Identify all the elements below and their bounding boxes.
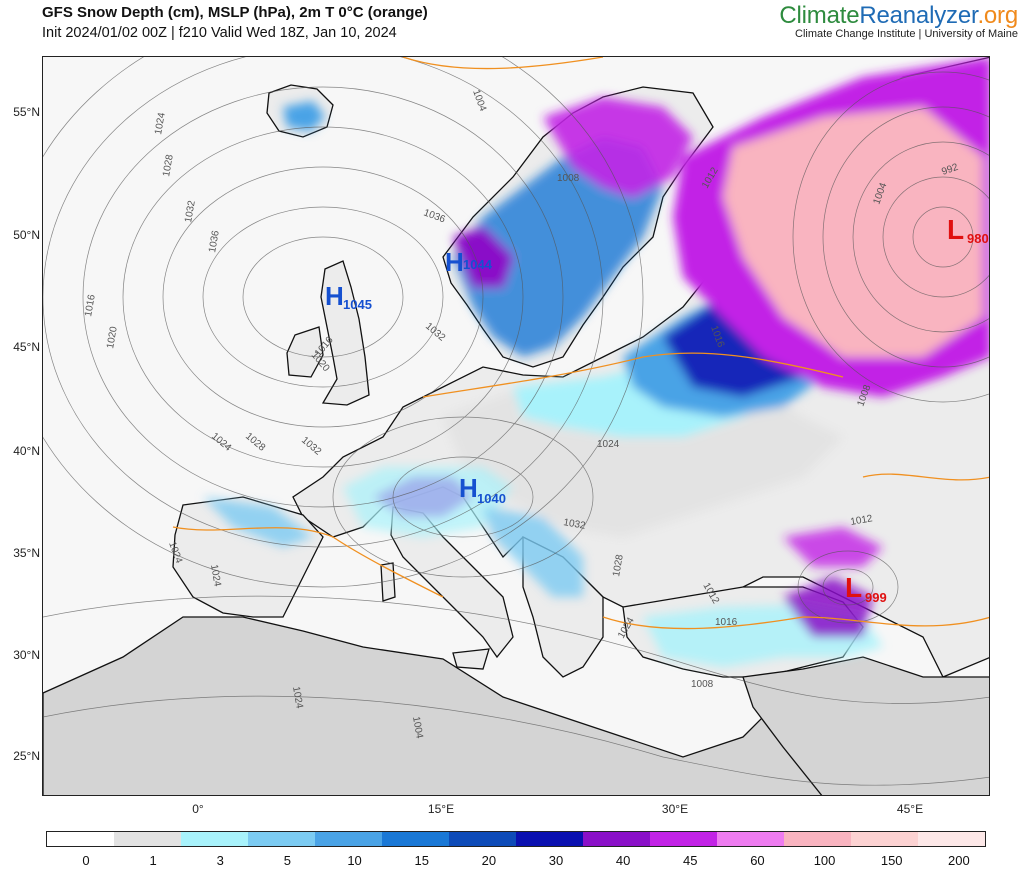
high-value: 1045 — [343, 297, 372, 312]
colorbar-swatch — [449, 832, 516, 846]
isobar-label: 1028 — [611, 553, 626, 577]
lat-label-25: 25°N — [13, 749, 40, 763]
high-letter: H — [325, 281, 344, 311]
isobar-label: 1024 — [597, 439, 620, 450]
lon-label-45e: 45°E — [896, 802, 924, 816]
isobar-label: 1008 — [691, 679, 714, 690]
colorbar-label: 10 — [347, 853, 362, 868]
colorbar-label: 5 — [283, 853, 292, 868]
high-center-scandinavia: H 1044 — [445, 247, 493, 277]
brand-subtitle: Climate Change Institute | University of… — [795, 28, 1018, 40]
colorbar-label: 40 — [615, 853, 631, 868]
brand-part-reanalyzer: Reanalyzer — [859, 2, 978, 29]
high-center-britain: H 1045 — [325, 281, 372, 312]
isobar-label: 1024 — [153, 111, 168, 135]
high-value: 1044 — [463, 257, 493, 272]
isobar-label: 1016 — [83, 293, 98, 317]
low-value: 999 — [865, 590, 887, 605]
high-value: 1040 — [477, 491, 506, 506]
colorbar-label: 45 — [683, 853, 698, 868]
brand-part-climate: Climate — [779, 2, 860, 29]
isobar-label: 1008 — [557, 173, 580, 184]
land-sardinia — [380, 562, 396, 602]
colorbar-swatch — [851, 832, 918, 846]
low-value: 980 — [967, 231, 989, 246]
isobar-layer — [43, 57, 989, 786]
colorbar-swatch — [717, 832, 784, 846]
brand-name: ClimateReanalyzer.org — [779, 2, 1018, 30]
snow-eastern-turkey — [783, 577, 873, 637]
colorbar-swatch — [516, 832, 583, 846]
land-ireland — [286, 326, 324, 378]
isobar-label: 1028 — [161, 153, 176, 177]
colorbar-swatch — [650, 832, 717, 846]
map-panel: 1004 1024 1028 1032 1036 1016 1020 1036 … — [42, 56, 990, 796]
lat-label-50: 50°N — [13, 228, 40, 242]
low-letter: L — [947, 214, 964, 245]
land-italy — [390, 506, 514, 659]
colorbar-label: 0 — [82, 853, 90, 868]
high-center-alps: H 1040 — [459, 473, 506, 506]
high-letter: H — [459, 473, 478, 503]
colorbar-label: 100 — [813, 853, 836, 868]
lon-label-15e: 15°E — [427, 802, 455, 816]
isobar-label: 1020 — [105, 325, 120, 349]
pressure-centers: H 1044 H 1045 H 1040 L 980 L 999 — [325, 214, 989, 605]
colorbar-label: 15 — [414, 853, 429, 868]
low-center-russia: L 980 — [947, 214, 989, 246]
isobar-label: 1032 — [183, 199, 198, 223]
snow-pyrenees — [203, 497, 313, 547]
colorbar-label: 20 — [481, 853, 497, 868]
lon-label-30e: 30°E — [661, 802, 689, 816]
snow-alps-cyan — [343, 467, 513, 537]
colorbar-swatch — [248, 832, 315, 846]
colorbar-label: 3 — [216, 853, 224, 868]
isobar-label: 1004 — [410, 716, 425, 740]
colorbar-swatch — [47, 832, 114, 846]
colorbar-label: 30 — [548, 853, 564, 868]
brand-logo[interactable]: ClimateReanalyzer.org Climate Change Ins… — [779, 2, 1018, 40]
isobar-label: 1016 — [715, 617, 738, 628]
snow-caucasus — [783, 527, 883, 567]
low-center-caucasus: L 999 — [845, 572, 887, 605]
isobar-label: 1024 — [208, 564, 223, 588]
brand-part-org: .org — [977, 2, 1018, 29]
colorbar-swatch — [583, 832, 650, 846]
colorbar-label: 1 — [149, 853, 157, 868]
colorbar-label: 150 — [880, 853, 903, 868]
snow-balkans — [483, 507, 583, 597]
low-letter: L — [845, 572, 862, 603]
snow-depth-layer — [203, 57, 989, 667]
isobar-label: 1024 — [290, 686, 305, 710]
colorbar-swatch — [382, 832, 449, 846]
colorbar-swatch — [784, 832, 851, 846]
colorbar-label: 60 — [750, 853, 765, 868]
chart-title: GFS Snow Depth (cm), MSLP (hPa), 2m T 0°… — [42, 4, 428, 21]
colorbar-swatch — [315, 832, 382, 846]
isobar-label: 1036 — [207, 229, 222, 253]
isobar-label: 1012 — [850, 513, 874, 528]
colorbar-swatch — [918, 832, 985, 846]
snow-purple-scandinavia — [543, 97, 693, 197]
colorbar — [46, 831, 986, 847]
snow-iceland — [283, 101, 325, 131]
isobar-label: 1032 — [562, 517, 586, 532]
lat-label-55: 55°N — [13, 105, 40, 119]
high-letter: H — [445, 247, 464, 277]
lat-label-40: 40°N — [13, 444, 40, 458]
land-sicily — [452, 648, 490, 670]
land-middle-east — [742, 656, 989, 795]
snow-blue-scandinavia — [453, 137, 663, 357]
lat-label-45: 45°N — [13, 340, 40, 354]
map-svg: 1004 1024 1028 1032 1036 1016 1020 1036 … — [43, 57, 989, 795]
lat-label-35: 35°N — [13, 546, 40, 560]
colorbar-swatch — [114, 832, 181, 846]
freezing-isotherm — [172, 57, 989, 630]
colorbar-swatch — [181, 832, 248, 846]
colorbar-label: 200 — [947, 853, 970, 868]
chart-subtitle: Init 2024/01/02 00Z | f210 Valid Wed 18Z… — [42, 25, 397, 41]
lat-label-30: 30°N — [13, 648, 40, 662]
land-great-britain — [320, 260, 370, 406]
lon-label-0: 0° — [192, 802, 204, 816]
